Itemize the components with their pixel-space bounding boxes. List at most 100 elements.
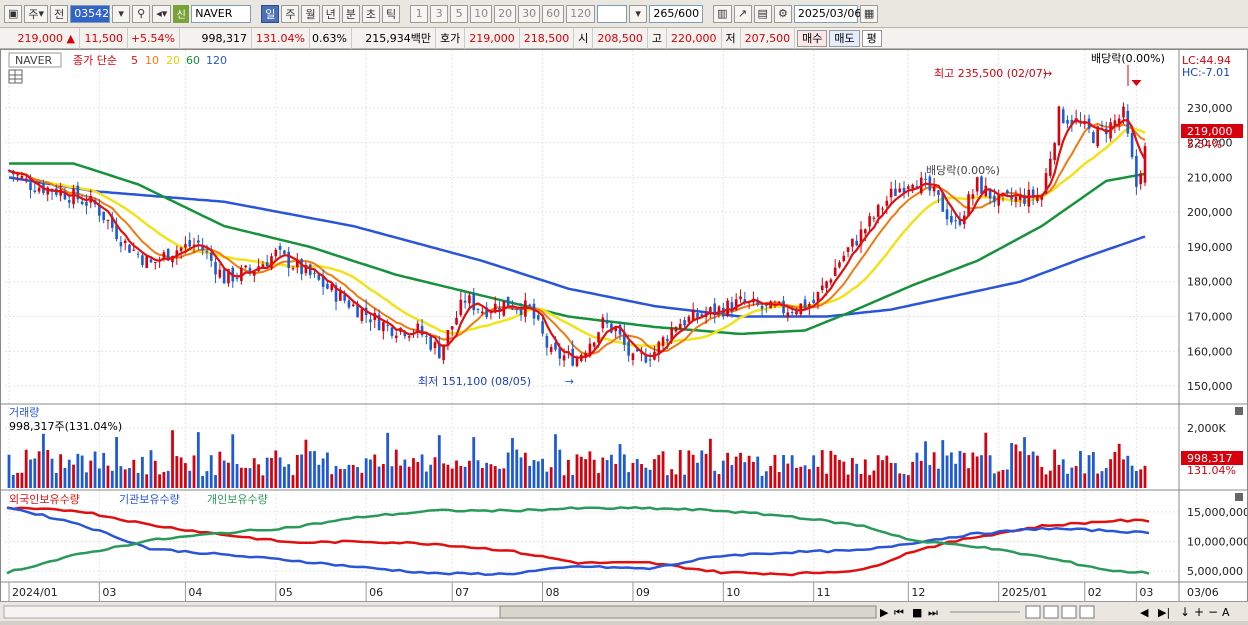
candle-body (20, 176, 24, 179)
code-dropdown-icon[interactable]: ▾ (112, 4, 131, 23)
calendar-icon[interactable]: ▦ (859, 4, 879, 23)
volume-bar (1027, 455, 1031, 488)
zoom-in-icon[interactable]: + (1194, 605, 1204, 619)
volume-bar (657, 455, 661, 488)
minute-3-button[interactable]: 3 (430, 4, 449, 23)
search-icon[interactable]: ⚲ (132, 4, 151, 23)
sell-button[interactable]: 매도 (829, 29, 860, 47)
zoom-out-icon[interactable]: ↓ (1180, 605, 1190, 619)
candle-body (222, 269, 226, 284)
scroll-end-icon[interactable]: ▶| (1158, 606, 1170, 619)
volume-panel-close-icon[interactable] (1235, 407, 1243, 415)
minute-1-button[interactable]: 1 (410, 4, 429, 23)
scroll-first-icon[interactable]: ⏮ (894, 606, 904, 619)
period-week-button[interactable]: 주 (281, 4, 300, 23)
volume-bar (708, 438, 712, 488)
period-box-icon-3[interactable] (1061, 605, 1077, 619)
period-month-button[interactable]: 월 (301, 4, 320, 23)
save-icon[interactable]: ▤ (753, 4, 772, 23)
period-minute-button[interactable]: 분 (341, 4, 360, 23)
volume-bar (1143, 465, 1147, 488)
volume-bar (833, 454, 837, 488)
scroll-last-icon[interactable]: ⏭ (928, 606, 938, 619)
market-select[interactable]: 주 ▾ (24, 4, 49, 23)
volume-bar (179, 457, 183, 488)
high-annotation: 최고 235,500 (02/07) (934, 67, 1047, 80)
custom-minute-input[interactable] (597, 4, 628, 23)
period-box-icon-4[interactable] (1079, 605, 1095, 619)
candle-body (416, 323, 420, 332)
candle-body (29, 182, 32, 190)
period-day-button[interactable]: 일 (261, 4, 280, 23)
stock-code-input[interactable]: 035420 (70, 4, 116, 23)
layout-icon[interactable]: ▣ (4, 4, 23, 23)
candle-body (833, 267, 837, 277)
holding-panel-close-icon[interactable] (1235, 493, 1243, 501)
candle-body (438, 342, 441, 359)
volume-bar (257, 464, 260, 488)
chart-area[interactable]: → → 2024/01 03 04 05 06 07 08 09 10 11 12 2025/01 02 0… (0, 49, 1248, 603)
candle-type-icon[interactable]: ▥ (713, 4, 732, 23)
sound-icon[interactable]: ◂▾ (152, 4, 172, 23)
volume-bar (485, 462, 489, 488)
candle-body (808, 304, 811, 307)
volume-bar (11, 474, 15, 488)
candle-body (644, 355, 648, 363)
candle-body (274, 249, 278, 257)
candle-body (709, 307, 712, 312)
candle-body (433, 342, 437, 349)
volume-bar (747, 455, 751, 488)
volume-bar (304, 439, 308, 488)
date-input[interactable]: 2025/03/06 (793, 4, 861, 23)
minute-10-button[interactable]: 10 (470, 4, 493, 23)
candle-body (864, 229, 867, 234)
volume-bar (584, 459, 588, 488)
auto-scale-icon[interactable]: A (1222, 606, 1230, 619)
volume-bar (476, 460, 480, 488)
minute-30-button[interactable]: 30 (518, 4, 541, 23)
horizontal-scroll-bar[interactable]: ▶ ⏮ ■ ⏭ ◀ ▶| ↓ + − A (0, 601, 1248, 621)
candle-body (717, 306, 721, 312)
period-tick-button[interactable]: 틱 (381, 4, 401, 23)
zoom-reset-icon[interactable]: − (1208, 605, 1218, 619)
minute-120-button[interactable]: 120 (566, 4, 596, 23)
volume-bar (67, 459, 71, 488)
minute-5-button[interactable]: 5 (450, 4, 469, 23)
minute-60-button[interactable]: 60 (542, 4, 565, 23)
quote-bar: 219,000 ▲ 11,500 +5.54% 998,317 131.04% … (0, 27, 1248, 49)
period-box-icon-2[interactable] (1043, 605, 1059, 619)
volume-bar (1018, 451, 1022, 488)
settings-gear-icon[interactable]: ⚙ (773, 4, 792, 23)
candle-body (506, 296, 510, 307)
scroll-left-arrow-icon[interactable]: ◀ (1140, 606, 1149, 619)
volume-bar (743, 462, 747, 488)
volume-bar (971, 452, 975, 488)
volume-bar (678, 450, 682, 488)
candle-body (872, 217, 876, 219)
period-second-button[interactable]: 초 (361, 4, 380, 23)
scroll-right-icon[interactable]: ▶ (880, 606, 889, 619)
eval-button[interactable]: 평 (861, 29, 882, 47)
candle-body (941, 192, 945, 212)
stop-icon[interactable]: ■ (912, 606, 922, 619)
prev-button[interactable]: 전 (50, 4, 69, 23)
period-year-button[interactable]: 년 (321, 4, 340, 23)
volume-bar (687, 450, 691, 488)
chart-svg[interactable]: →→ 2024/01 03 04 05 06 07 08 09 10 11 12 2025/01 02 0… (1, 50, 1248, 602)
draw-tool-icon[interactable]: ↗ (733, 4, 752, 23)
scroll-thumb[interactable] (499, 605, 877, 619)
volume-bar (868, 475, 872, 488)
volume-bar (347, 464, 351, 488)
buy-button[interactable]: 매수 (797, 29, 828, 47)
volume-bar (691, 454, 695, 488)
count-input[interactable]: 265/600 (649, 4, 704, 23)
volume-bar (399, 465, 402, 488)
period-box-icon[interactable] (1025, 605, 1041, 619)
minute-20-button[interactable]: 20 (494, 4, 517, 23)
volume-bar (696, 462, 699, 488)
volume-bar (997, 471, 1001, 488)
custom-minute-dropdown-icon[interactable]: ▾ (629, 4, 648, 23)
candle-body (519, 309, 523, 315)
candle-body (1117, 118, 1121, 124)
scroll-controls[interactable]: ▶ ⏮ ■ ⏭ ◀ ▶| ↓ + − A (0, 602, 1248, 622)
